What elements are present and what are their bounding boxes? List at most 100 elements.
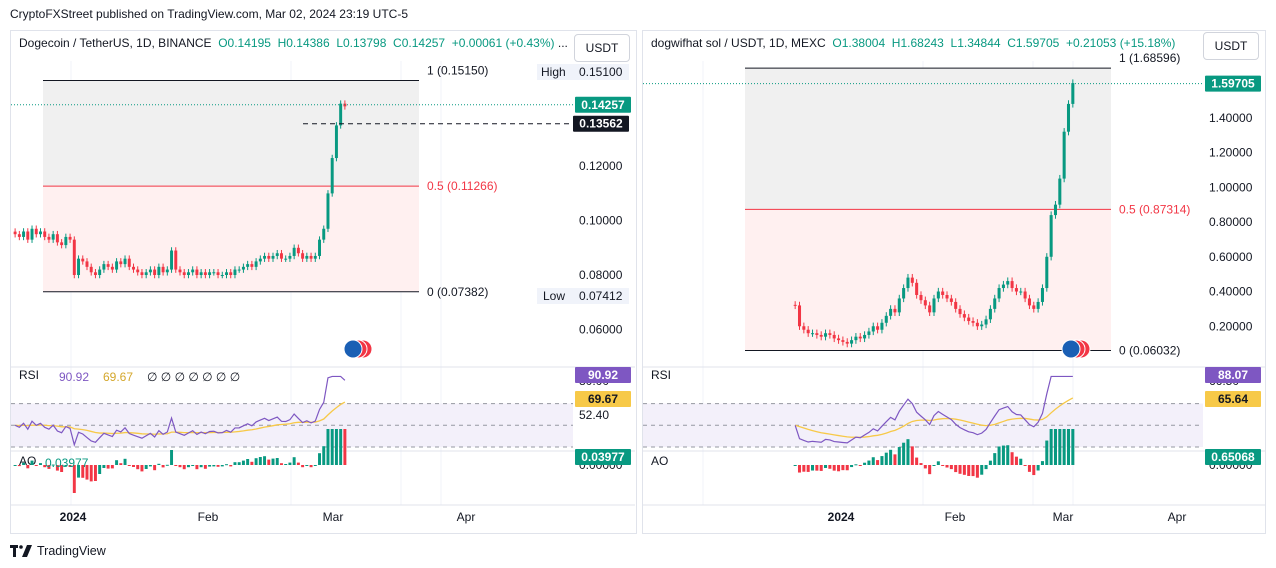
- candle-body: [22, 231, 26, 237]
- candle-body: [267, 255, 271, 259]
- currency-button[interactable]: USDT: [1203, 32, 1259, 60]
- candle-body: [980, 324, 984, 327]
- candle-body: [17, 234, 21, 237]
- ao-bar: [220, 465, 224, 467]
- candle-body: [984, 319, 988, 325]
- y-tick-label: 1.40000: [1209, 111, 1253, 125]
- candle-body: [322, 228, 326, 240]
- ao-bar: [30, 460, 34, 465]
- fib-label-0: 0 (0.07382): [427, 285, 488, 299]
- x-tick-label: 2024: [828, 510, 855, 524]
- us-flag-icon: [1061, 339, 1081, 359]
- y-tick-label: 0.80000: [1209, 215, 1253, 229]
- candle-body: [910, 277, 914, 283]
- candle-body: [203, 272, 207, 275]
- ao-bar: [72, 465, 76, 493]
- candle-body: [72, 239, 76, 275]
- candle-body: [806, 329, 810, 334]
- ao-bar: [85, 465, 89, 480]
- rsi-value: 90.92: [59, 370, 89, 384]
- rsi-ma-badge: 65.64: [1218, 392, 1248, 406]
- symbol-title[interactable]: Dogecoin / TetherUS, 1D, BINANCE: [19, 36, 212, 50]
- candle-body: [237, 269, 241, 271]
- ao-bar: [271, 458, 275, 465]
- ao-bar: [988, 460, 992, 465]
- ao-bar: [906, 439, 910, 465]
- candle-body: [850, 340, 854, 344]
- ao-bar: [39, 463, 42, 465]
- x-tick-label: Apr: [1168, 510, 1187, 524]
- ao-bar: [216, 465, 220, 467]
- candle-body: [77, 258, 81, 275]
- candle-body: [195, 269, 199, 275]
- fib-label-1: 1 (0.15150): [427, 64, 488, 78]
- candle-body: [26, 231, 30, 240]
- ao-bar: [263, 456, 267, 465]
- ao-bar: [140, 465, 144, 472]
- candle-body: [1071, 83, 1075, 104]
- ao-bar: [212, 465, 216, 467]
- x-tick-label: Feb: [945, 510, 966, 524]
- candle-body: [296, 247, 300, 254]
- ao-bar: [178, 465, 182, 468]
- ao-bar: [343, 429, 347, 465]
- ao-bar: [954, 465, 958, 473]
- ao-bar: [119, 463, 123, 465]
- candle-body: [47, 236, 51, 240]
- chart-canvas-dogwifhat[interactable]: 1 (1.68596)0.5 (0.87314)0 (0.06032)1.600…: [643, 31, 1267, 535]
- ao-bar: [284, 464, 288, 465]
- ao-bar: [208, 465, 212, 467]
- tradingview-brand[interactable]: TradingView: [10, 544, 106, 558]
- candle-body: [102, 264, 106, 270]
- ao-bar: [841, 465, 845, 471]
- candle-body: [119, 261, 123, 265]
- candle-body: [174, 250, 178, 270]
- candle-body: [271, 255, 275, 259]
- ohlc-change: +0.00061 (+0.43%): [451, 36, 555, 50]
- y-tick-label: 0.20000: [1209, 319, 1253, 333]
- candle-body: [941, 291, 945, 295]
- chart-canvas-dogecoin[interactable]: 1 (0.15150) 0.5 (0.11266) 0 (0.07382) 0.120…: [11, 31, 638, 535]
- y-tick-label: 0.40000: [1209, 285, 1253, 299]
- candle-body: [309, 255, 313, 259]
- ao-bar: [884, 452, 888, 465]
- rsi-label: RSI: [651, 368, 671, 382]
- candle-body: [971, 321, 975, 323]
- rsi-ma-badge: 69.67: [588, 392, 618, 406]
- ao-bar: [229, 465, 233, 467]
- candle-body: [326, 193, 330, 229]
- candle-body: [43, 231, 47, 237]
- legend-more[interactable]: ...: [557, 36, 568, 50]
- ao-bar: [309, 465, 313, 468]
- ao-bar: [871, 457, 875, 465]
- candle-body: [148, 269, 152, 273]
- ao-bar: [1066, 429, 1071, 465]
- ao-bar: [47, 465, 51, 469]
- candle-body: [85, 261, 89, 267]
- symbol-title[interactable]: dogwifhat sol / USDT, 1D, MEXC: [651, 36, 826, 50]
- ao-bar: [144, 465, 148, 469]
- candle-body: [919, 294, 923, 301]
- ao-bar: [34, 465, 38, 466]
- ohlc-open: O0.14195: [218, 36, 271, 50]
- ao-bar: [174, 465, 178, 466]
- candle-body: [98, 269, 102, 275]
- currency-button[interactable]: USDT: [574, 34, 630, 62]
- candle-body: [1049, 215, 1053, 257]
- ao-bar: [102, 465, 106, 468]
- ao-bar: [893, 454, 897, 465]
- ohlc-close: C1.59705: [1007, 36, 1060, 50]
- ao-bar: [237, 462, 241, 465]
- candle-body: [229, 272, 233, 275]
- rsi-badge: 88.07: [1218, 368, 1248, 382]
- ohlc-high: H0.14386: [277, 36, 330, 50]
- ao-bar: [233, 462, 237, 465]
- ao-bar: [334, 429, 338, 465]
- ao-bar: [880, 456, 884, 465]
- candle-body: [288, 255, 292, 259]
- candle-body: [275, 253, 279, 256]
- chart-panel-dogwifhat[interactable]: 1 (1.68596)0.5 (0.87314)0 (0.06032)1.600…: [642, 30, 1266, 534]
- chart-panel-dogecoin[interactable]: 1 (0.15150) 0.5 (0.11266) 0 (0.07382) 0.120…: [10, 30, 637, 534]
- candle-body: [250, 264, 254, 267]
- candle-body: [241, 266, 245, 270]
